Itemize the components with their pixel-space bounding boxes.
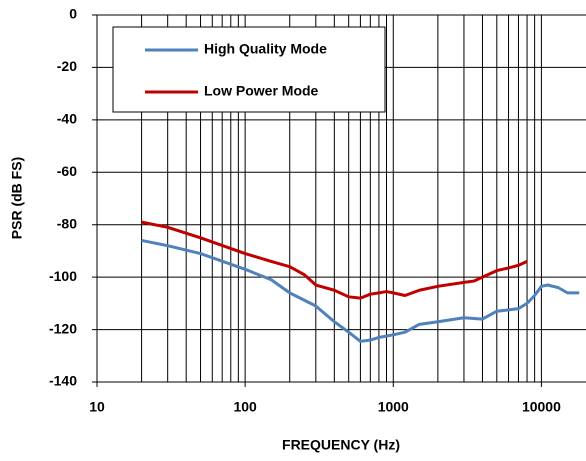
- x-tick-label: 1000: [378, 399, 409, 415]
- legend: High Quality Mode Low Power Mode: [112, 26, 386, 113]
- y-tick-label: -100: [49, 268, 77, 284]
- y-tick-label: -140: [49, 373, 77, 389]
- x-axis-title: FREQUENCY (Hz): [282, 437, 400, 453]
- y-tick-label: -80: [57, 215, 77, 231]
- y-tick-label: -40: [57, 111, 77, 127]
- x-tick-label: 100: [233, 399, 257, 415]
- x-tick-label: 10: [89, 399, 105, 415]
- legend-label: Low Power Mode: [204, 83, 319, 99]
- y-axis-title: PSR (dB FS): [9, 157, 25, 239]
- y-tick-label: -20: [57, 58, 77, 74]
- lines: [141, 220, 580, 343]
- x-tick-label: 10000: [522, 399, 561, 415]
- legend-box: [112, 26, 386, 113]
- y-tick-label: -60: [57, 163, 77, 179]
- series-line: [141, 220, 528, 300]
- series-line: [141, 238, 580, 343]
- legend-label: High Quality Mode: [204, 41, 327, 57]
- y-tick-label: 0: [69, 6, 77, 22]
- y-tick-label: -120: [49, 320, 77, 336]
